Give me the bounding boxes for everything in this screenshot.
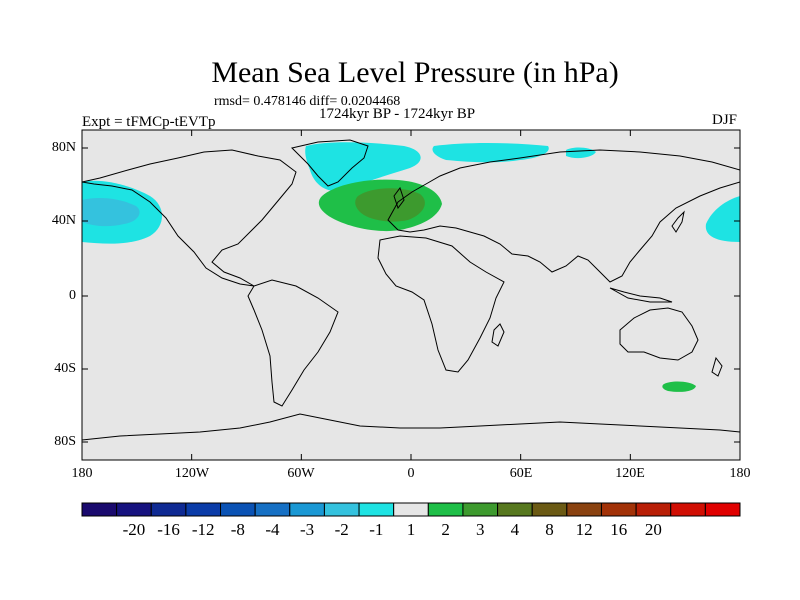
colorbar-swatch <box>600 502 637 517</box>
colorbar-label: 20 <box>644 520 662 539</box>
chart-title: Mean Sea Level Pressure (in hPa) <box>211 56 619 89</box>
coastline-africa <box>377 235 505 373</box>
coastline-madagascar <box>491 323 505 347</box>
colorbar-swatch <box>254 502 291 517</box>
colorbar-swatch <box>635 502 672 517</box>
coastline-uk <box>393 186 405 210</box>
axis-ticks <box>81 130 741 460</box>
colorbar-swatch <box>116 502 152 517</box>
colorbar-label: -2 <box>334 520 349 539</box>
colorbar-label: -12 <box>191 520 215 539</box>
anomaly-contours <box>82 142 740 392</box>
lon-label-60w: 60W <box>287 466 315 481</box>
colorbar-label: -20 <box>122 520 146 539</box>
positive-anomaly-tasman <box>662 381 696 392</box>
colorbar-label: 2 <box>441 520 450 539</box>
coastlines <box>82 139 740 441</box>
colorbar-label: -1 <box>369 520 384 539</box>
colorbar-swatch <box>497 502 533 517</box>
coastline-eurasia <box>387 149 740 283</box>
lon-label-180e: 180 <box>729 466 751 481</box>
lat-label-80n: 80N <box>51 140 76 155</box>
lat-label-40n: 40N <box>51 213 76 228</box>
lon-label-120e: 120E <box>615 466 645 481</box>
colorbar-swatch <box>670 502 706 517</box>
colorbar-swatch <box>323 502 360 517</box>
colorbar-label: -8 <box>230 520 245 539</box>
colorbar-swatch <box>427 502 464 517</box>
colorbar-label: 3 <box>476 520 485 539</box>
negative-anomaly-north-pacific-core <box>82 198 140 227</box>
stats-text: rmsd= 0.478146 diff= 0.0204468 <box>214 94 401 109</box>
lon-label-0: 0 <box>407 466 415 481</box>
colorbar-label: 8 <box>545 520 554 539</box>
coastline-greenland <box>291 139 369 187</box>
colorbar-swatch <box>462 502 499 517</box>
season-label: DJF <box>712 112 738 128</box>
lat-label-80s: 80S <box>54 434 76 449</box>
coastline-new-zealand <box>711 356 723 377</box>
colorbar <box>81 502 741 517</box>
experiment-label: Expt = tFMCp-tEVTp <box>82 114 216 130</box>
period-text: 1724kyr BP - 1724kyr BP <box>319 106 476 122</box>
coastline-south-america <box>247 279 339 407</box>
colorbar-label: -3 <box>300 520 315 539</box>
colorbar-label: 1 <box>406 520 416 539</box>
negative-anomaly-barents <box>432 143 549 163</box>
colorbar-swatch <box>358 502 395 517</box>
colorbar-swatch <box>289 502 325 517</box>
coastline-north-america <box>82 149 297 287</box>
coastline-japan <box>671 210 685 233</box>
lon-label-120w: 120W <box>174 466 210 481</box>
lat-label-40s: 40S <box>54 361 76 376</box>
colorbar-label: -16 <box>157 520 180 539</box>
colorbar-swatch <box>704 502 741 517</box>
map-background <box>82 130 740 460</box>
negative-anomaly-north-pacific-east <box>705 196 740 242</box>
positive-anomaly-north-atlantic-core <box>355 188 425 222</box>
lon-label-180w: 180 <box>71 466 93 481</box>
negative-anomaly-greenland <box>305 142 421 191</box>
colorbar-label: 4 <box>510 520 520 539</box>
coastline-australia <box>619 307 699 361</box>
colorbar-swatch <box>531 502 568 517</box>
colorbar-swatch <box>185 502 222 517</box>
colorbar-label: 12 <box>575 520 593 539</box>
lat-label-0: 0 <box>69 288 76 303</box>
coastline-antarctica <box>82 413 740 441</box>
colorbar-swatch <box>566 502 602 517</box>
colorbar-label: -4 <box>265 520 280 539</box>
colorbar-swatch <box>150 502 187 517</box>
colorbar-swatch <box>393 502 429 517</box>
colorbar-swatch <box>220 502 256 517</box>
lon-label-60e: 60E <box>509 466 533 481</box>
coastline-indonesia <box>609 287 673 303</box>
colorbar-swatch <box>81 502 118 517</box>
colorbar-label: 16 <box>610 520 628 539</box>
